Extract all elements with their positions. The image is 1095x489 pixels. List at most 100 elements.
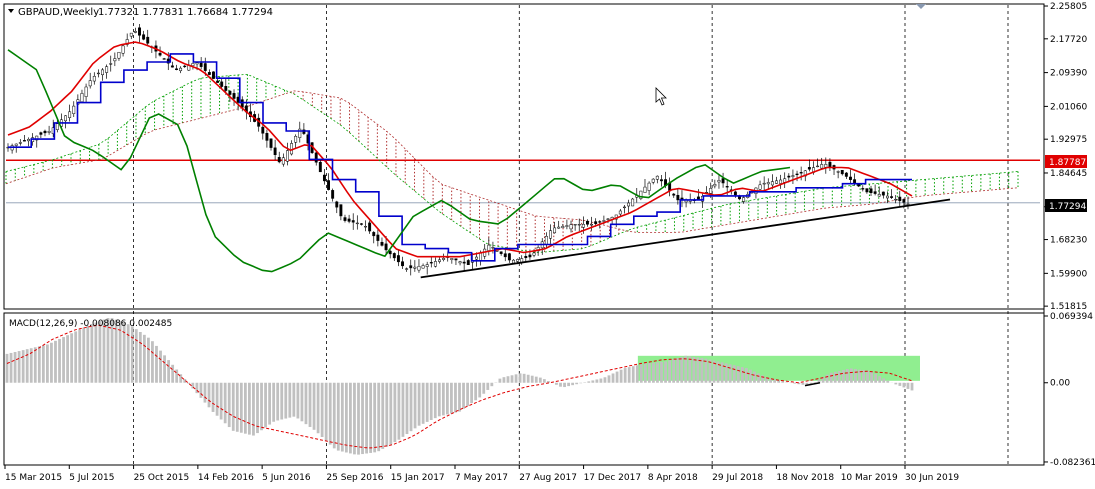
macd-histogram-bar [82, 327, 86, 383]
senkou-span-b-line [5, 90, 1019, 233]
macd-histogram-bar [716, 361, 720, 383]
candle-body [853, 179, 857, 184]
chart-shift-icon[interactable] [916, 4, 926, 9]
macd-histogram-bar [441, 382, 445, 416]
macd-histogram-bar [894, 382, 898, 385]
macd-histogram-bar [445, 382, 449, 415]
resistance-price-badge [1045, 155, 1087, 168]
macd-histogram-bar [58, 338, 61, 383]
candle-body [787, 175, 791, 178]
macd-histogram-bar [740, 367, 744, 383]
candle-body [902, 199, 906, 203]
y-tick-label: 1.92975 [1050, 135, 1087, 145]
macd-histogram-bar [672, 359, 676, 383]
candle-body [384, 243, 388, 251]
candle-body [438, 259, 441, 262]
macd-histogram-bar [498, 378, 502, 383]
macd-histogram-bar [579, 382, 583, 384]
macd-histogram-bar [264, 382, 267, 428]
macd-histogram-bar [748, 369, 752, 383]
macd-histogram-bar [555, 382, 558, 385]
candle-body [92, 75, 96, 82]
macd-histogram-bar [728, 364, 732, 383]
candle-body [659, 179, 663, 182]
candle-body [577, 224, 581, 226]
candle-body [269, 138, 273, 148]
macd-histogram-bar [353, 382, 356, 455]
candle-body [368, 222, 372, 232]
candle-body [503, 253, 507, 258]
candle-body [359, 223, 363, 225]
candle-body [261, 126, 265, 134]
macd-histogram-bar [276, 382, 280, 421]
macd-histogram-bar [211, 382, 215, 412]
candle-body [479, 252, 483, 261]
candle-body [294, 136, 298, 143]
candle-body [894, 198, 898, 201]
candle-body [347, 218, 351, 222]
candle-body [762, 182, 766, 185]
macd-histogram-bar [635, 365, 639, 383]
candle-body [14, 143, 18, 146]
macd-histogram-bar [349, 382, 352, 454]
candle-body [433, 261, 437, 267]
macd-histogram-bar [510, 375, 514, 383]
macd-histogram-bar [320, 382, 324, 438]
candle-body [322, 174, 326, 182]
candle-body [828, 161, 832, 167]
candle-body [133, 31, 137, 33]
candle-body [721, 178, 725, 184]
candle-body [816, 165, 820, 168]
x-tick-label: 5 Jul 2015 [69, 473, 114, 483]
macd-histogram-bar [74, 331, 78, 383]
macd-histogram-bar [668, 360, 671, 383]
candle-body [655, 175, 659, 180]
candle-body [146, 36, 150, 44]
macd-histogram-bar [542, 379, 546, 383]
macd-histogram-bar [753, 371, 756, 383]
macd-histogram-bar [5, 353, 9, 383]
macd-histogram-bar [397, 382, 401, 440]
macd-histogram-bar [243, 382, 247, 434]
candle-body [462, 261, 466, 264]
macd-histogram-bar [623, 368, 627, 383]
y-tick-label: 2.09390 [1050, 69, 1087, 79]
candle-body [84, 86, 88, 97]
candle-body [39, 132, 43, 135]
macd-histogram-bar [54, 340, 57, 383]
macd-histogram-bar [591, 380, 595, 383]
macd-histogram-bar [910, 382, 914, 391]
macd-histogram-bar [187, 382, 191, 384]
macd-histogram-bar [385, 382, 389, 447]
macd-histogram-bar [724, 363, 728, 383]
macd-histogram-bar [66, 335, 70, 383]
macd-histogram-bar [478, 382, 482, 398]
x-tick-label: 8 Apr 2018 [648, 473, 698, 483]
candle-body [865, 188, 869, 193]
macd-histogram-bar [797, 382, 801, 385]
symbol-menu-icon[interactable] [8, 9, 14, 13]
macd-histogram-bar [163, 355, 166, 383]
candle-body [162, 58, 166, 60]
ohlc-label: 1.77321 1.77831 1.76684 1.77294 [98, 7, 273, 18]
candle-body [643, 186, 647, 193]
macd-histogram-bar [538, 377, 542, 383]
time-axis: 15 Mar 2015 5 Jul 2015 25 Oct 2015 14 Feb 2… [4, 465, 959, 483]
candle-body [286, 150, 289, 162]
x-tick-label: 30 Jun 2019 [905, 473, 959, 483]
candle-body [544, 235, 548, 245]
macd-histogram-bar [106, 318, 110, 383]
macd-histogram-bar [98, 321, 102, 383]
macd-histogram-bar [805, 382, 809, 386]
macd-histogram-bar [409, 382, 413, 432]
candle-body [779, 179, 783, 184]
candle-body [524, 256, 528, 259]
candle-body [72, 105, 76, 114]
candle-body [528, 254, 532, 258]
candle-body [742, 197, 746, 202]
candle-body [396, 255, 400, 263]
candle-body [101, 69, 104, 76]
macd-histogram-bar [676, 358, 680, 383]
macd-histogram-bar [530, 375, 534, 383]
